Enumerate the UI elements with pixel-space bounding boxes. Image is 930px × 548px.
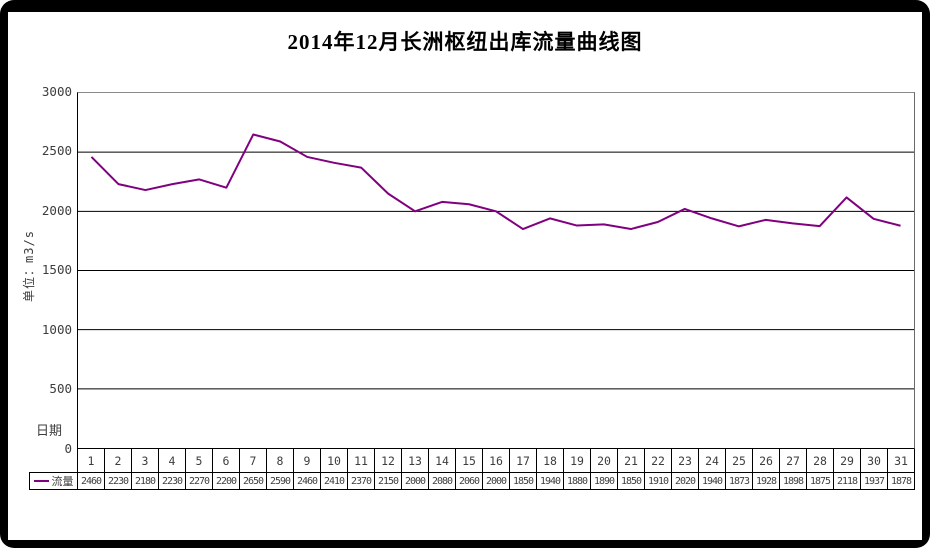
- flow-value-cell: 2230: [105, 473, 132, 489]
- day-header-cell: 31: [888, 449, 915, 472]
- legend-cell: 流量: [30, 473, 78, 489]
- data-table-value-row: 流量 2460 2230 2180 2230 2270 2200 2650 2590 2460 2…: [29, 472, 915, 490]
- day-header-cell: 21: [618, 449, 645, 472]
- plot-area: [77, 92, 915, 449]
- day-header-cell: 26: [753, 449, 780, 472]
- flow-value-cell: 1850: [618, 473, 645, 489]
- day-header-cell: 5: [186, 449, 213, 472]
- day-header-cell: 6: [213, 449, 240, 472]
- series-line-legend-key-icon: [33, 480, 49, 482]
- flow-value-cell: 2118: [834, 473, 861, 489]
- flow-value-cell: 1928: [753, 473, 780, 489]
- y-tick-label-0: 0: [64, 441, 72, 456]
- day-header-cell: 1: [78, 449, 105, 472]
- day-header-cell: 10: [321, 449, 348, 472]
- day-header-cell: 25: [726, 449, 753, 472]
- day-header-cell: 29: [834, 449, 861, 472]
- flow-series-line: [91, 134, 900, 229]
- day-header-cell: 3: [132, 449, 159, 472]
- day-header-cell: 16: [483, 449, 510, 472]
- day-header-cell: 30: [861, 449, 888, 472]
- flow-value-cell: 2020: [672, 473, 699, 489]
- y-tick-label-1500: 1500: [41, 262, 72, 277]
- flow-value-cell: 2590: [267, 473, 294, 489]
- day-header-cell: 23: [672, 449, 699, 472]
- day-header-cell: 7: [240, 449, 267, 472]
- flow-value-cell: 1940: [699, 473, 726, 489]
- day-header-cell: 20: [591, 449, 618, 472]
- data-table-day-row: 1 2 3 4 5 6 7 8 9 10 11 12 13 14 15 16 17 18 19 20 21 22 23 24 2…: [77, 449, 915, 472]
- day-header-cell: 15: [456, 449, 483, 472]
- flow-value-cell: 2180: [132, 473, 159, 489]
- y-tick-label-500: 500: [49, 381, 72, 396]
- flow-value-cell: 1875: [807, 473, 834, 489]
- flow-value-cell: 2370: [348, 473, 375, 489]
- flow-value-cell: 2230: [159, 473, 186, 489]
- day-header-cell: 22: [645, 449, 672, 472]
- flow-value-cell: 1890: [591, 473, 618, 489]
- day-header-cell: 13: [402, 449, 429, 472]
- flow-value-cell: 1898: [780, 473, 807, 489]
- flow-value-cell: 2460: [78, 473, 105, 489]
- flow-value-cell: 2650: [240, 473, 267, 489]
- day-header-cell: 14: [429, 449, 456, 472]
- day-header-cell: 2: [105, 449, 132, 472]
- day-header-cell: 12: [375, 449, 402, 472]
- flow-value-cell: 1880: [564, 473, 591, 489]
- flow-value-cell: 2270: [186, 473, 213, 489]
- flow-value-cell: 1850: [510, 473, 537, 489]
- flow-value-cell: 2150: [375, 473, 402, 489]
- flow-value-cell: 1910: [645, 473, 672, 489]
- flow-value-cell: 2200: [213, 473, 240, 489]
- day-header-cell: 19: [564, 449, 591, 472]
- flow-value-cell: 2460: [294, 473, 321, 489]
- flow-line-chart: [78, 93, 914, 448]
- day-header-cell: 27: [780, 449, 807, 472]
- day-header-cell: 9: [294, 449, 321, 472]
- flow-value-cell: 1940: [537, 473, 564, 489]
- flow-value-cell: 2080: [429, 473, 456, 489]
- flow-value-cell: 2060: [456, 473, 483, 489]
- series-legend-label: 流量: [51, 476, 74, 488]
- chart-canvas: 2014年12月长洲枢纽出库流量曲线图 单位：m3/s 3000 2500 20…: [8, 12, 922, 540]
- y-tick-label-3000: 3000: [41, 84, 72, 99]
- y-tick-label-1000: 1000: [41, 322, 72, 337]
- day-header-cell: 28: [807, 449, 834, 472]
- flow-value-cell: 1873: [726, 473, 753, 489]
- day-header-cell: 11: [348, 449, 375, 472]
- flow-value-cell: 2410: [321, 473, 348, 489]
- day-header-cell: 24: [699, 449, 726, 472]
- chart-title: 2014年12月长洲枢纽出库流量曲线图: [287, 30, 643, 54]
- x-axis-label: 日期: [36, 423, 63, 438]
- flow-value-cell: 2000: [402, 473, 429, 489]
- flow-value-cell: 1937: [861, 473, 888, 489]
- day-header-cell: 18: [537, 449, 564, 472]
- day-header-cell: 8: [267, 449, 294, 472]
- flow-value-cell: 1878: [888, 473, 915, 489]
- y-tick-label-2500: 2500: [41, 143, 72, 158]
- day-header-cell: 17: [510, 449, 537, 472]
- y-tick-label-2000: 2000: [41, 203, 72, 218]
- day-header-cell: 4: [159, 449, 186, 472]
- flow-value-cell: 2000: [483, 473, 510, 489]
